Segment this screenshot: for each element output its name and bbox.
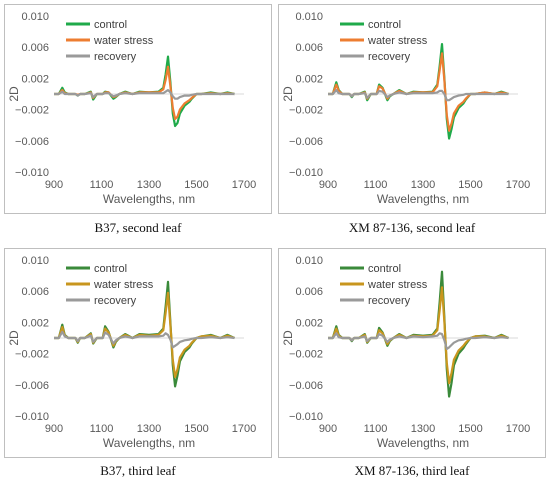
legend-label: recovery: [94, 51, 137, 63]
y-axis-title: 2D: [7, 86, 21, 102]
legend-label: recovery: [94, 295, 137, 307]
y-tick-label: −0.010: [15, 411, 49, 423]
x-tick-label: 1700: [506, 179, 530, 191]
x-tick-label: 1700: [232, 179, 256, 191]
series-line-recovery: [54, 88, 235, 100]
chart-panel-b37-second-leaf: 0.010 0.006 0.002 −0.002 −0.006 −0.010 900 1100…: [4, 4, 272, 214]
x-tick-label: 1500: [458, 179, 482, 191]
y-tick-label: 0.006: [295, 286, 323, 298]
y-axis-title: 2D: [281, 86, 295, 102]
x-tick-label: 1700: [506, 423, 530, 435]
y-axis-title: 2D: [281, 330, 295, 346]
y-tick-label: −0.010: [15, 167, 49, 179]
y-tick-label: 0.010: [295, 255, 323, 267]
x-tick-label: 1100: [90, 423, 114, 435]
legend-label: recovery: [368, 295, 411, 307]
y-tick-label: −0.002: [15, 105, 49, 117]
x-axis-title: Wavelengths, nm: [103, 192, 195, 206]
y-tick-label: −0.006: [289, 136, 323, 148]
y-tick-label: 0.002: [295, 317, 323, 329]
y-tick-label: 0.010: [21, 255, 49, 267]
y-tick-label: −0.006: [15, 136, 49, 148]
y-tick-label: −0.006: [289, 380, 323, 392]
y-tick-label: −0.002: [15, 349, 49, 361]
chart-frame: [4, 4, 272, 214]
legend-label: recovery: [368, 51, 411, 63]
x-axis-title: Wavelengths, nm: [377, 192, 469, 206]
series-line-recovery: [328, 332, 509, 351]
legend-label: water stress: [367, 35, 428, 47]
x-tick-label: 1700: [232, 423, 256, 435]
chart-caption: B37, second leaf: [94, 220, 182, 235]
y-tick-label: −0.002: [289, 349, 323, 361]
y-tick-label: 0.010: [21, 11, 49, 23]
x-tick-label: 1100: [90, 179, 114, 191]
x-tick-label: 900: [45, 423, 63, 435]
legend-label: water stress: [93, 35, 154, 47]
y-tick-label: −0.010: [289, 167, 323, 179]
chart-frame: [278, 248, 546, 458]
chart-caption: B37, third leaf: [100, 463, 176, 478]
y-axis-title: 2D: [7, 330, 21, 346]
y-tick-label: 0.002: [21, 317, 49, 329]
x-tick-label: 1100: [364, 423, 388, 435]
legend-label: water stress: [367, 279, 428, 291]
legend-label: control: [94, 19, 127, 31]
y-tick-label: 0.002: [21, 73, 49, 85]
x-tick-label: 1500: [458, 423, 482, 435]
x-tick-label: 900: [319, 179, 337, 191]
x-tick-label: 900: [319, 423, 337, 435]
x-tick-label: 1300: [411, 423, 435, 435]
y-tick-label: −0.010: [289, 411, 323, 423]
legend-label: water stress: [93, 279, 154, 291]
legend-label: control: [94, 263, 127, 275]
series-line-recovery: [54, 330, 235, 349]
chart-caption: XM 87-136, second leaf: [348, 220, 476, 235]
legend-label: control: [368, 263, 401, 275]
chart-panel-b37-third-leaf: 0.010 0.006 0.002 −0.002 −0.006 −0.010 900 1100…: [4, 248, 272, 458]
x-tick-label: 1100: [364, 179, 388, 191]
chart-caption: XM 87-136, third leaf: [354, 463, 470, 478]
y-tick-label: 0.006: [21, 286, 49, 298]
y-tick-label: −0.002: [289, 105, 323, 117]
chart-panel-xm-third-leaf: 0.010 0.006 0.002 −0.002 −0.006 −0.010 900 1100…: [278, 248, 546, 458]
y-tick-label: −0.006: [15, 380, 49, 392]
chart-frame: [4, 248, 272, 458]
y-tick-label: 0.002: [295, 73, 323, 85]
chart-panel-xm-second-leaf: 0.010 0.006 0.002 −0.002 −0.006 −0.010 900 1100…: [278, 4, 546, 214]
x-tick-label: 1300: [137, 423, 161, 435]
legend-label: control: [368, 19, 401, 31]
y-tick-label: 0.006: [295, 42, 323, 54]
x-tick-label: 1500: [184, 423, 208, 435]
x-tick-label: 1300: [411, 179, 435, 191]
x-axis-title: Wavelengths, nm: [377, 436, 469, 450]
x-tick-label: 1500: [184, 179, 208, 191]
y-tick-label: 0.010: [295, 11, 323, 23]
series-line-recovery: [328, 88, 509, 102]
y-tick-label: 0.006: [21, 42, 49, 54]
x-tick-label: 900: [45, 179, 63, 191]
chart-frame: [278, 4, 546, 214]
x-tick-label: 1300: [137, 179, 161, 191]
x-axis-title: Wavelengths, nm: [103, 436, 195, 450]
